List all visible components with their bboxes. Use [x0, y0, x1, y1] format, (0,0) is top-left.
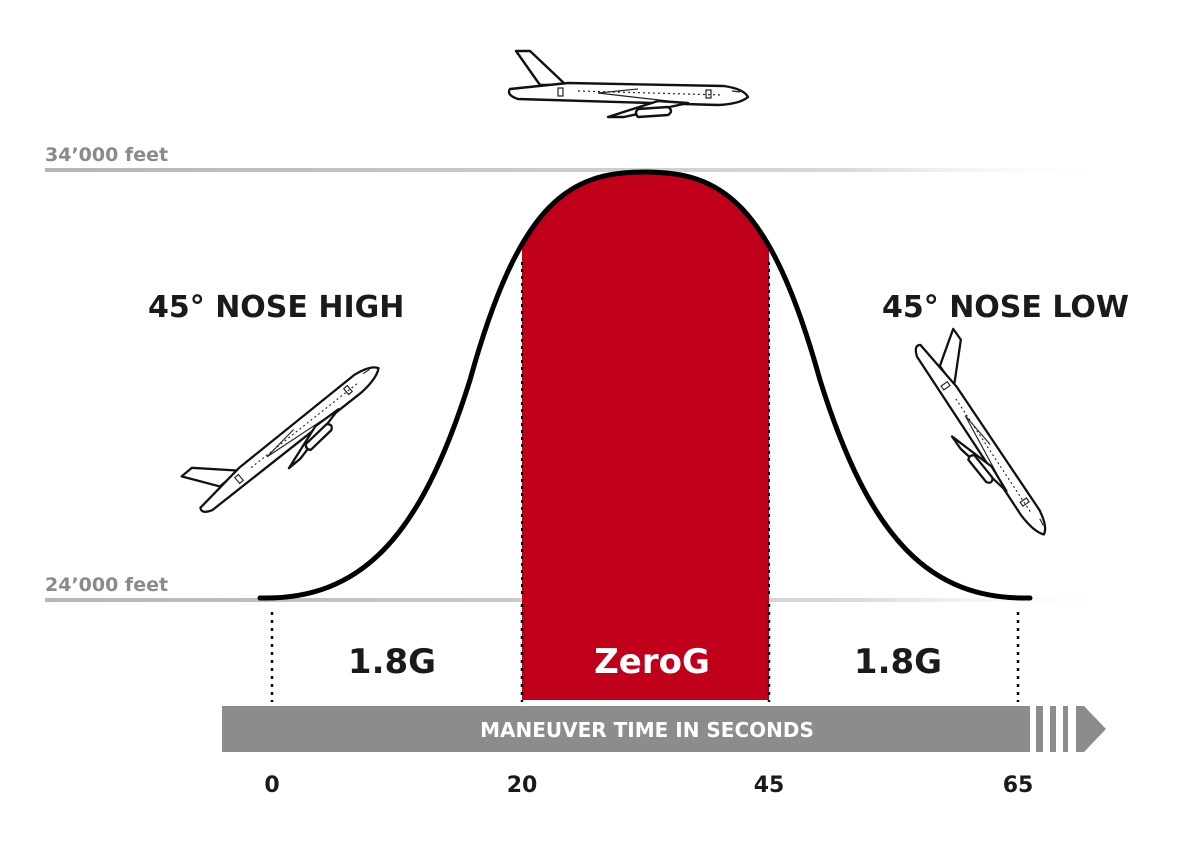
airplane-nose-high-icon	[175, 333, 392, 530]
airplane-nose-low-icon	[896, 322, 1081, 547]
nose-high-label: 45° NOSE HIGH	[148, 290, 404, 325]
time-axis-bar	[222, 706, 1030, 752]
altitude-line-top	[45, 168, 1110, 172]
parabola-curve	[257, 169, 1033, 601]
tick-label-20: 20	[507, 773, 538, 798]
time-axis-label: MANEUVER TIME IN SECONDS	[480, 718, 814, 742]
phase-label-descent: 1.8G	[854, 642, 942, 682]
tick-label-45: 45	[754, 773, 785, 798]
nose-low-label: 45° NOSE LOW	[882, 290, 1129, 325]
altitude-label-top: 34’000 feet	[45, 144, 168, 166]
zero-g-region	[522, 172, 769, 700]
phase-label-zero-g: ZeroG	[594, 642, 710, 682]
altitude-label-bottom: 24’000 feet	[45, 574, 168, 596]
phase-label-climb: 1.8G	[348, 642, 436, 682]
airplane-level-icon	[507, 49, 750, 119]
arrow-right-icon	[1036, 706, 1106, 752]
tick-label-65: 65	[1003, 773, 1034, 798]
tick-label-0: 0	[264, 773, 279, 798]
